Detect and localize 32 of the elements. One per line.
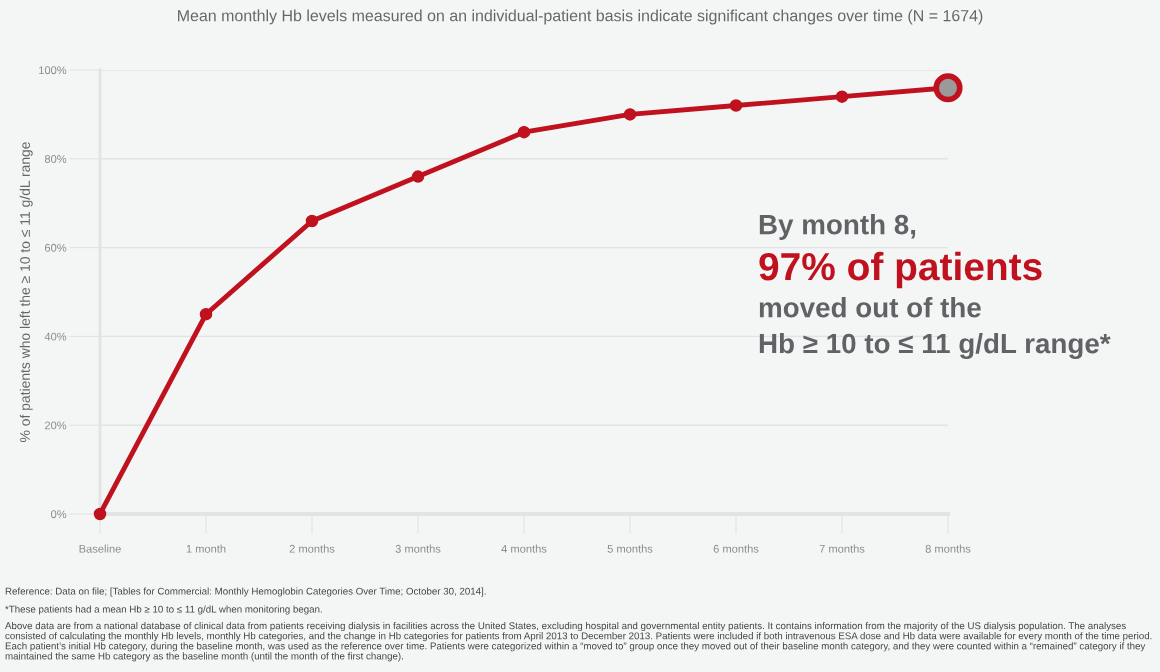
x-tick-label: 4 months	[501, 544, 547, 553]
point	[517, 125, 531, 139]
point	[93, 507, 107, 521]
annotation: 97% of patients	[759, 251, 1042, 289]
y-tick-label: 80%	[44, 155, 67, 163]
point	[305, 214, 319, 228]
point	[411, 170, 425, 183]
y-tick-label: 40%	[44, 332, 67, 341]
y-axis-title: % of patients who left the ≥ 10 to ≤ 11 g/dL range	[19, 142, 33, 442]
y-tick-label: 60%	[44, 243, 67, 252]
chart-title: Mean monthly Hb levels measured on an individual-patient basis indicate significant changes over time (N = 1674)	[178, 9, 983, 25]
y-tick-label: 100%	[39, 66, 67, 75]
point	[623, 108, 637, 121]
point	[835, 90, 849, 103]
text: Reference: Data on file; [Tables for Commercial: Monthly Hemoglobin Categories Over Time; October 30, 2014].	[5, 587, 486, 597]
y-tick-label: 20%	[44, 421, 67, 430]
text: Above data are from a national database of clinical data from patients receiving dialysis in facilities across the United States, excluding hospital and governmental entity patients. It contains information from the majority of the US dialysis population. The analyses consisted of calculating the monthly Hb levels, monthly Hb categories, and the change in Hb categories for patients from April 2013 to December 2013. Patients were included if both intravenous ESA dose and Hb data were available for every month of the time period. Each patient’s initial Hb category, during the baseline month, was used as the reference over time. Patients were categorized within a “moved to” group once they moved out of their baseline month category, and they were counted within a “remained” category if they maintained the same Hb category as the baseline month (until the month of the first change).	[5, 622, 1152, 662]
x-tick-label: 5 months	[607, 544, 653, 553]
annotation: By month 8,	[759, 214, 916, 240]
x-tick-label: 8 months	[925, 544, 971, 553]
annotation: Hb ≥ 10 to ≤ 11 g/dL range*	[759, 332, 1111, 360]
x-tick-label: 3 months	[395, 544, 441, 553]
point	[729, 99, 743, 112]
point	[199, 307, 213, 321]
x-tick-label: 1 month	[186, 544, 226, 553]
x-tick-label: Baseline	[79, 544, 121, 553]
annotation: moved out of the	[759, 297, 981, 318]
text: *These patients had a mean Hb ≥ 10 to ≤ 11 g/dL when monitoring began.	[5, 605, 322, 615]
y-tick-label: 0%	[51, 510, 67, 519]
x-tick-label: 6 months	[713, 544, 759, 553]
x-tick-label: 2 months	[289, 544, 335, 553]
x-tick-label: 7 months	[819, 544, 865, 553]
